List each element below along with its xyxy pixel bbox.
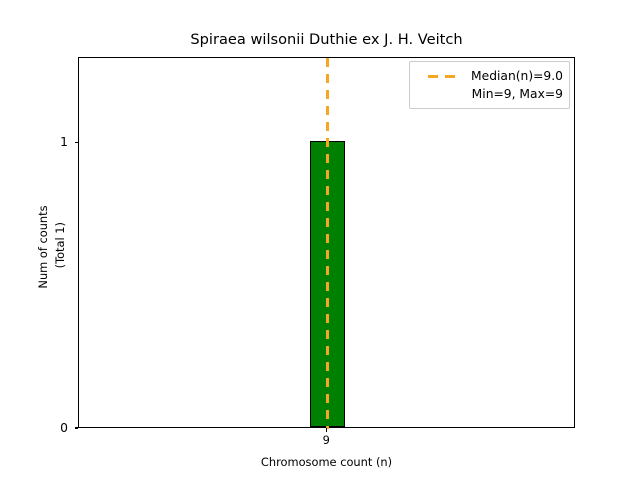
median-line-marker (326, 58, 330, 429)
y-axis-label: Num of counts (Total 1) (36, 205, 67, 289)
chart-title: Spiraea wilsonii Duthie ex J. H. Veitch (190, 31, 463, 48)
y-tick-mark-0 (74, 427, 78, 429)
legend-entry-median: Median(n)=9.0 (415, 67, 563, 85)
legend-label-median: Median(n)=9.0 (471, 69, 563, 83)
x-tick-label-9: 9 (322, 433, 330, 447)
legend-dash-swatch (426, 67, 464, 85)
x-tick-mark-9 (325, 428, 327, 432)
legend-label-minmax: Min=9, Max=9 (471, 87, 563, 101)
plot-area (78, 57, 575, 429)
legend: Median(n)=9.0 Min=9, Max=9 (409, 61, 570, 109)
y-tick-mark-1 (74, 141, 78, 143)
y-tick-label-0: 0 (60, 421, 68, 435)
dashed-line-icon (428, 74, 463, 78)
y-tick-label-1: 1 (60, 135, 68, 149)
legend-entry-minmax: Min=9, Max=9 (415, 85, 563, 103)
x-axis-label: Chromosome count (n) (260, 455, 393, 469)
